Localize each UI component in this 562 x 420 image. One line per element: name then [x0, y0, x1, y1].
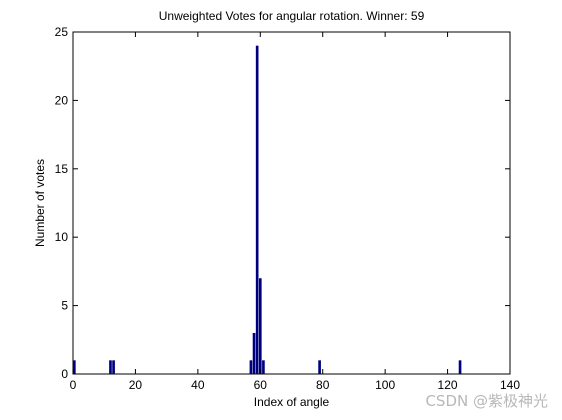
bar [458, 360, 462, 374]
y-axis-ticks: 0 5 10 15 20 25 [55, 25, 510, 381]
chart-title: Unweighted Votes for angular rotation. W… [159, 9, 425, 23]
y-tick-label: 20 [55, 93, 69, 107]
x-tick-label: 80 [316, 378, 330, 392]
bar [258, 278, 262, 374]
bars-group [73, 45, 462, 375]
x-axis-ticks: 0 20 40 60 80 100 120 140 [70, 32, 520, 392]
bar [249, 360, 253, 374]
bar [262, 360, 265, 374]
bar [73, 360, 76, 374]
y-tick-label: 10 [55, 230, 69, 244]
bar [318, 360, 321, 374]
x-tick-label: 0 [70, 378, 77, 392]
bar [252, 332, 256, 374]
x-tick-label: 140 [500, 378, 520, 392]
bar [255, 45, 259, 375]
x-tick-label: 120 [438, 378, 458, 392]
x-tick-label: 100 [375, 378, 395, 392]
y-tick-label: 25 [55, 25, 69, 39]
y-tick-label: 5 [61, 299, 68, 313]
x-tick-label: 20 [129, 378, 143, 392]
plot-area-frame [72, 31, 511, 375]
x-tick-label: 40 [191, 378, 205, 392]
bar [112, 360, 115, 374]
y-tick-label: 15 [55, 162, 69, 176]
y-axis-label: Number of votes [33, 159, 47, 247]
x-tick-label: 60 [254, 378, 268, 392]
y-tick-label: 0 [61, 367, 68, 381]
bar [109, 360, 112, 374]
watermark-text: CSDN @紫极神光 [425, 392, 548, 410]
x-axis-label: Index of angle [254, 395, 330, 409]
